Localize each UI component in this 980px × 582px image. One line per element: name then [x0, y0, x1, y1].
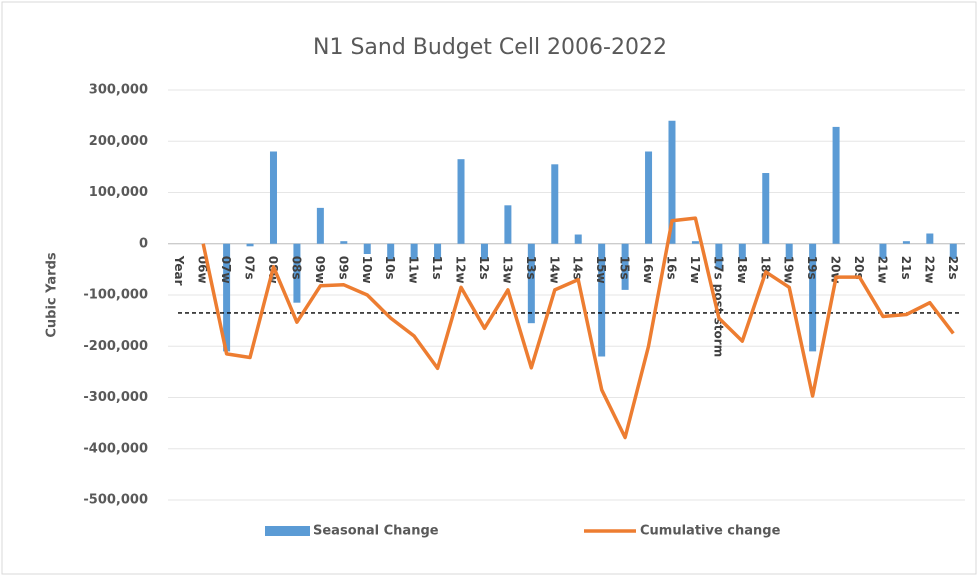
chart-title: N1 Sand Budget Cell 2006-2022	[313, 35, 667, 60]
bar	[668, 120, 676, 244]
y-tick-label: -300,000	[83, 390, 148, 405]
bar	[551, 164, 559, 244]
bar	[949, 243, 957, 260]
bar	[809, 243, 817, 352]
x-tick-label: 22s	[946, 256, 960, 280]
bar	[785, 243, 793, 260]
bar	[715, 243, 723, 270]
bar	[504, 205, 512, 244]
x-tick-label: 10s	[383, 256, 397, 280]
bar	[832, 126, 840, 244]
legend-label: Seasonal Change	[313, 524, 439, 539]
bar	[645, 151, 653, 244]
y-tick-label: -200,000	[83, 339, 148, 354]
bar	[738, 243, 746, 260]
x-tick-label: 19w	[782, 256, 796, 284]
bar	[246, 243, 254, 247]
bar	[340, 241, 348, 244]
bar	[293, 243, 301, 303]
bar	[902, 241, 910, 244]
x-tick-label: 16w	[641, 256, 655, 284]
y-tick-label: 200,000	[89, 134, 148, 149]
y-tick-label: 300,000	[89, 83, 148, 98]
legend-swatch	[265, 526, 310, 536]
x-tick-label: 10w	[360, 256, 374, 284]
bar	[762, 173, 770, 244]
bar	[434, 243, 442, 260]
bar	[879, 243, 887, 260]
bar	[457, 159, 465, 244]
y-tick-label: 0	[139, 236, 148, 251]
bar	[410, 243, 418, 260]
y-axis-title: Cubic Yards	[45, 252, 60, 337]
bar	[316, 207, 324, 244]
x-tick-label: 07w	[219, 256, 233, 284]
line	[201, 216, 955, 440]
x-tick-label: 18w	[735, 256, 749, 284]
bar	[223, 243, 231, 352]
x-tick-label: 14w	[547, 256, 561, 284]
y-tick-label: 100,000	[89, 185, 148, 200]
x-tick-label: 22w	[922, 256, 936, 284]
x-tick-label: 20s	[852, 256, 866, 280]
x-tick-label: 14s	[571, 256, 585, 280]
x-tick-label: 17w	[688, 256, 702, 284]
y-tick-label: -100,000	[83, 288, 148, 303]
bar	[598, 243, 606, 357]
x-tick-label: 19s	[805, 256, 819, 280]
x-tick-label: 21w	[875, 256, 889, 284]
bar	[269, 151, 277, 244]
x-tick-label: 09s	[336, 256, 350, 280]
x-tick-label: 13w	[500, 256, 514, 284]
x-tick-label: 13s	[524, 256, 538, 280]
x-tick-label: 12s	[477, 256, 491, 280]
x-tick-label: 16s	[664, 256, 678, 280]
y-tick-label: -400,000	[83, 441, 148, 456]
x-tick-label: 15s	[618, 256, 632, 280]
bar	[363, 243, 371, 254]
y-tick-label: -500,000	[83, 493, 148, 508]
x-tick-label: 09w	[313, 256, 327, 284]
legend-label: Cumulative change	[640, 524, 781, 539]
x-tick-label: 11w	[407, 256, 421, 284]
x-tick-label: 21s	[899, 256, 913, 280]
x-tick-label: 07s	[243, 256, 257, 280]
bar	[527, 243, 535, 324]
bar	[480, 243, 488, 260]
bar	[574, 234, 582, 244]
bar	[387, 243, 395, 260]
bar	[621, 243, 629, 290]
x-tick-label: 17s post storm	[711, 256, 725, 357]
bar	[691, 241, 699, 244]
x-tick-label: 15w	[594, 256, 608, 284]
x-tick-label: Year	[172, 255, 186, 286]
x-tick-label: 11s	[430, 256, 444, 280]
x-tick-label: 12w	[454, 256, 468, 284]
x-tick-label: 08s	[289, 256, 303, 280]
bar	[926, 233, 934, 244]
